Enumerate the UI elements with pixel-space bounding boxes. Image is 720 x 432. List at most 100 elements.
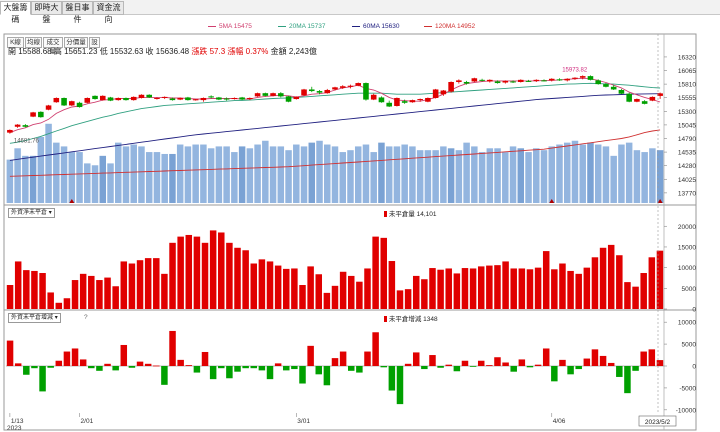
volume-bar [262, 140, 269, 203]
volume-bar [533, 148, 540, 203]
candle-body [84, 97, 91, 103]
oi-change-bar [551, 366, 558, 382]
oi-bar [591, 257, 599, 309]
change-label: 漲跌 [191, 47, 208, 56]
oi-bar [331, 285, 339, 309]
volume-bar [502, 152, 509, 203]
pct-label: 漲幅 [227, 47, 244, 56]
subtab-settings[interactable]: 設 [89, 37, 100, 48]
volume-bar [649, 148, 656, 203]
oi-tick-label: 20000 [678, 224, 696, 231]
candle-body [487, 79, 493, 82]
help-icon[interactable]: ? [84, 314, 88, 321]
oi-bar [453, 273, 461, 309]
tab-fund-flow[interactable]: 資金流向 [93, 1, 124, 24]
volume-bar [463, 142, 470, 203]
volume-bar [138, 146, 145, 203]
oi-change-bar [445, 364, 452, 366]
volume-bar [339, 152, 346, 203]
oi-change-bar [258, 366, 266, 371]
oi-change-tick-label: -5000 [679, 385, 696, 392]
oi-change-bar [242, 366, 249, 369]
oi-bar [372, 236, 379, 309]
oi-bar [607, 244, 615, 309]
oi-bar [14, 261, 22, 309]
x-tick-label: 4/06 [553, 418, 566, 425]
candle-body [525, 80, 532, 82]
candle-body [432, 89, 439, 98]
oi-change-bar [640, 351, 647, 366]
oi-bar [55, 302, 63, 309]
subtab-ma[interactable]: 均線 [25, 37, 42, 48]
candle-body [324, 89, 331, 94]
volume-bar [556, 144, 563, 203]
oi-dropdown-label: 外資淨未平倉 [11, 210, 48, 216]
oi-bar [209, 230, 217, 309]
oi-change-tick-label: 5000 [682, 342, 697, 349]
candle-body [657, 93, 663, 96]
oi-change-bar [404, 363, 412, 366]
oi-bar [388, 261, 396, 309]
oi-bar [153, 258, 160, 309]
subtab-volume[interactable]: 成交量 [43, 37, 63, 55]
oi-dropdown[interactable]: 外資淨未平倉 ▾ [8, 208, 55, 218]
candle-body [332, 87, 338, 90]
volume-bar [416, 150, 424, 203]
oi-change-bar [380, 366, 387, 368]
volume-bar [517, 148, 525, 203]
price-tick-label: 15555 [678, 95, 696, 102]
volume-bar [84, 163, 91, 203]
oi-change-bar [412, 352, 420, 366]
oi-bar [63, 298, 71, 309]
subtab-price-volume[interactable]: 分價量 [64, 37, 88, 48]
candle-body [378, 97, 385, 103]
volume-bar [563, 142, 571, 203]
volume-bar [91, 165, 99, 203]
oi-bar [518, 268, 526, 309]
subtab-kline[interactable]: K線 [7, 37, 24, 48]
oi-change-panel: 10000 5000 0 -5000 -10000 [6, 320, 697, 414]
candle-body [394, 97, 400, 106]
candle-body [587, 76, 594, 80]
oi-bar [510, 268, 517, 309]
volume-bar [130, 144, 137, 203]
oi-bar [364, 268, 371, 309]
x-year-label: 2023 [7, 425, 22, 432]
oi-bar [136, 260, 144, 309]
volume-bar [99, 155, 107, 203]
volume-bar [393, 146, 401, 203]
candle-body [618, 89, 625, 94]
candle-body [45, 105, 52, 110]
price-tick-label: 14025 [678, 177, 696, 184]
oi-change-bar [567, 366, 574, 375]
oi-change-bar [331, 358, 339, 366]
oi-change-bar [299, 366, 306, 384]
oi-bar [104, 277, 111, 309]
oi-bar [88, 275, 95, 309]
tab-daily-events[interactable]: 盤日事件 [62, 1, 93, 24]
oi-change-bar [494, 357, 501, 366]
candle-body [146, 94, 152, 98]
tab-realtime-market[interactable]: 即時大盤 [31, 1, 62, 24]
oi-bar [632, 286, 639, 309]
oi-change-bar [120, 344, 128, 366]
oi-bar [599, 247, 607, 309]
candle-body [293, 96, 300, 100]
oi-change-bar [437, 366, 444, 368]
tab-market-chips[interactable]: 大盤籌碼 [0, 1, 31, 24]
oi-change-bar [648, 349, 656, 366]
price-tick-label: 14790 [678, 136, 696, 143]
oi-change-legend: 未平倉增減 1348 [384, 313, 438, 323]
oi-change-bar [591, 349, 599, 366]
oi-change-dropdown[interactable]: 外資未平倉增減 ▾ [8, 313, 61, 323]
oi-bar [120, 261, 128, 309]
oi-change-bar [283, 366, 290, 371]
volume-bar [122, 146, 130, 203]
candle-body [278, 93, 284, 97]
high-annotation: 15973.82 [562, 67, 588, 73]
candle-body [7, 129, 13, 133]
candle-body [216, 97, 222, 100]
volume-bar [362, 144, 370, 203]
oi-change-bar [112, 366, 119, 371]
oi-change-bar [486, 365, 493, 366]
